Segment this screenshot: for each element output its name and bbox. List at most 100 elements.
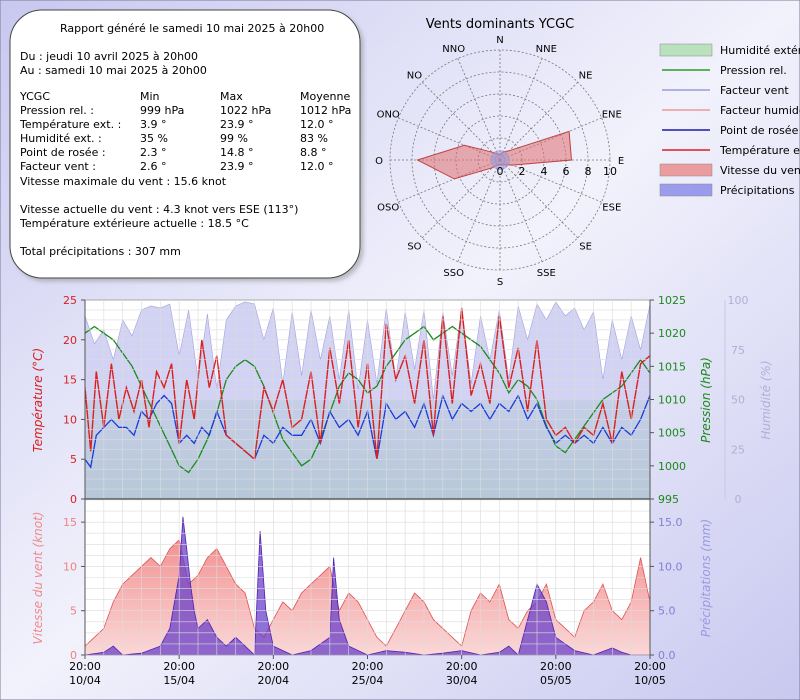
row-mean: 8.8 ° bbox=[300, 146, 327, 159]
legend-label: Facteur vent bbox=[720, 84, 789, 97]
row-label: Point de rosée : bbox=[20, 146, 106, 159]
direction-label: E bbox=[618, 156, 624, 167]
legend-swatch bbox=[659, 163, 713, 177]
legend-item: Précipitations bbox=[659, 183, 795, 197]
row-mean: 12.0 ° bbox=[300, 118, 334, 131]
row-label: Humidité ext. : bbox=[20, 132, 102, 145]
direction-label: ONO bbox=[377, 110, 400, 121]
row-min: 999 hPa bbox=[140, 104, 184, 117]
legend-swatch bbox=[659, 183, 713, 197]
x-tick-date: 10/05 bbox=[634, 674, 666, 687]
humidity-tick-label: 75 bbox=[731, 344, 745, 357]
temperature-axis-label: Température (°C) bbox=[31, 348, 45, 452]
humidity-tick-label: 0 bbox=[735, 493, 742, 506]
x-tick-time: 20:00 bbox=[257, 660, 289, 673]
row-mean: 12.0 ° bbox=[300, 160, 334, 173]
x-tick-date: 25/04 bbox=[352, 674, 384, 687]
row-min: 3.9 ° bbox=[140, 118, 167, 131]
pressure-tick-label: 1025 bbox=[658, 294, 686, 307]
legend-swatch bbox=[659, 43, 713, 57]
wind-tick-label: 5 bbox=[70, 605, 77, 618]
pressure-axis-label: Pression (hPa) bbox=[699, 357, 713, 443]
table-header-min: Min bbox=[140, 90, 160, 103]
row-min: 35 % bbox=[140, 132, 168, 145]
direction-label: OSO bbox=[377, 202, 399, 213]
report-panel: Rapport généré le samedi 10 mai 2025 à 2… bbox=[9, 9, 361, 279]
wind-rose: Vents dominants YCGC N NNE NE ENE E ESE SE SSE S… bbox=[375, 17, 624, 288]
axes: 0510152025995100010051010101510201025025… bbox=[63, 294, 749, 687]
legend-label: Pression rel. bbox=[720, 64, 787, 77]
humidity-tick-label: 50 bbox=[731, 394, 745, 407]
pressure-tick-label: 1020 bbox=[658, 327, 686, 340]
legend-item: Température ext. bbox=[662, 144, 800, 157]
wind-tick-label: 0 bbox=[70, 649, 77, 662]
current-wind-text: Vitesse actuelle du vent : 4.3 knot vers… bbox=[20, 203, 298, 216]
legend-label: Humidité extérieure bbox=[720, 44, 800, 57]
legend: Humidité extérieure Pression rel. Facteur … bbox=[659, 43, 800, 197]
row-max: 14.8 ° bbox=[220, 146, 254, 159]
direction-label: SSO bbox=[443, 268, 464, 279]
x-tick-date: 20/04 bbox=[257, 674, 289, 687]
pressure-tick-label: 995 bbox=[658, 493, 679, 506]
x-tick-time: 20:00 bbox=[634, 660, 666, 673]
radial-tick-label: 4 bbox=[541, 165, 548, 178]
total-precip-text: Total précipitations : 307 mm bbox=[19, 245, 181, 258]
legend-label: Facteur humidex bbox=[720, 104, 800, 117]
wind-tick-label: 10 bbox=[63, 560, 77, 573]
row-mean: 1012 hPa bbox=[300, 104, 351, 117]
temperature-tick-label: 15 bbox=[63, 374, 77, 387]
row-min: 2.6 ° bbox=[140, 160, 167, 173]
radial-tick-label: 6 bbox=[563, 165, 570, 178]
direction-label: SO bbox=[407, 242, 421, 253]
direction-label: NNE bbox=[536, 44, 557, 55]
legend-item: Point de rosée bbox=[662, 124, 799, 137]
pressure-tick-label: 1000 bbox=[658, 460, 686, 473]
direction-label: NO bbox=[407, 70, 422, 81]
legend-item: Pression rel. bbox=[662, 64, 787, 77]
direction-label: SE bbox=[579, 242, 592, 253]
pressure-tick-label: 1005 bbox=[658, 427, 686, 440]
precip-tick-label: 10.0 bbox=[658, 560, 683, 573]
legend-label: Température ext. bbox=[719, 144, 800, 157]
x-tick-date: 15/04 bbox=[163, 674, 195, 687]
radial-tick-label: 8 bbox=[585, 165, 592, 178]
radial-tick-label: 0 bbox=[497, 165, 504, 178]
direction-label: N bbox=[496, 35, 503, 46]
precip-tick-label: 5.0 bbox=[658, 605, 676, 618]
table-header-max: Max bbox=[220, 90, 243, 103]
row-max: 23.9 ° bbox=[220, 118, 254, 131]
humidity-tick-label: 100 bbox=[728, 294, 749, 307]
temperature-tick-label: 25 bbox=[63, 294, 77, 307]
wind-rose-center bbox=[490, 150, 510, 170]
direction-label: ENE bbox=[602, 110, 622, 121]
humidity-axis-label: Humidité (%) bbox=[759, 360, 773, 439]
legend-label: Vitesse du vent bbox=[720, 164, 800, 177]
humidity-tick-label: 25 bbox=[731, 443, 745, 456]
row-mean: 83 % bbox=[300, 132, 328, 145]
x-tick-date: 30/04 bbox=[446, 674, 478, 687]
pressure-tick-label: 1015 bbox=[658, 360, 686, 373]
legend-item: Facteur vent bbox=[662, 84, 789, 97]
stats-table: YCGC Min Max Moyenne Pression rel. : 999… bbox=[19, 90, 351, 173]
legend-item: Vitesse du vent bbox=[659, 163, 800, 177]
max-wind-text: Vitesse maximale du vent : 15.6 knot bbox=[20, 175, 227, 188]
precip-tick-label: 0.0 bbox=[658, 649, 676, 662]
legend-item: Facteur humidex bbox=[662, 104, 800, 117]
direction-label: NNO bbox=[442, 44, 465, 55]
wind-tick-label: 15 bbox=[63, 516, 77, 529]
row-label: Température ext. : bbox=[19, 118, 121, 131]
direction-label: S bbox=[497, 277, 503, 288]
direction-label: ESE bbox=[602, 202, 621, 213]
x-tick-time: 20:00 bbox=[69, 660, 101, 673]
row-max: 23.9 ° bbox=[220, 160, 254, 173]
legend-label: Précipitations bbox=[720, 184, 795, 197]
x-tick-time: 20:00 bbox=[163, 660, 195, 673]
x-tick-date: 10/04 bbox=[69, 674, 101, 687]
pressure-tick-label: 1010 bbox=[658, 394, 686, 407]
wind-rose-title: Vents dominants YCGC bbox=[426, 17, 575, 32]
x-tick-time: 20:00 bbox=[540, 660, 572, 673]
row-min: 2.3 ° bbox=[140, 146, 167, 159]
row-label: Facteur vent : bbox=[20, 160, 96, 173]
